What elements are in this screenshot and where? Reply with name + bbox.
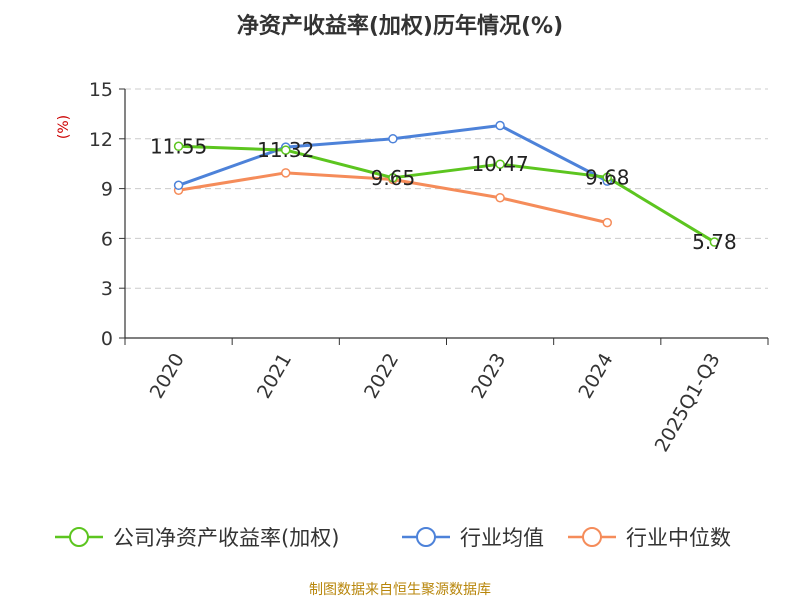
data-point [602, 217, 612, 228]
data-label: 9.68 [585, 165, 630, 189]
data-label: 11.32 [257, 138, 314, 162]
data-point [602, 172, 612, 183]
legend-label: 行业均值 [460, 526, 544, 550]
legend-label: 公司净资产收益率(加权) [113, 526, 339, 550]
data-label: 11.55 [150, 134, 207, 158]
data-point [709, 237, 720, 247]
axes [119, 88, 769, 345]
x-tick-labels: 2020 2021 2022 2023 2024 2025Q1-Q3 [146, 350, 725, 456]
y-tick-label: 6 [101, 228, 113, 250]
x-tick-label: 2022 [360, 350, 403, 403]
legend-swatch-marker [416, 527, 436, 547]
chart-title: 净资产收益率(加权)历年情况(%) [237, 13, 563, 39]
data-point [281, 168, 291, 178]
y-tick-label: 15 [89, 79, 113, 101]
data-point [281, 145, 291, 155]
x-tick-label: 2020 [146, 350, 189, 403]
data-point [495, 120, 505, 131]
data-label: 9.65 [371, 166, 416, 190]
data-point [495, 159, 505, 169]
y-tick-labels: 0 3 6 9 12 15 [89, 79, 113, 350]
legend: 公司净资产收益率(加权) 行业均值 行业中位数 [55, 526, 731, 550]
data-labels: 11.55 11.32 9.65 10.47 9.68 5.78 [150, 134, 737, 254]
y-tick-label: 0 [101, 328, 113, 350]
data-point [173, 141, 184, 152]
data-point [388, 134, 398, 144]
y-axis-label: (%) [56, 115, 72, 139]
legend-swatch-marker [69, 527, 89, 547]
source-note: 制图数据来自恒生聚源数据库 [309, 582, 491, 598]
x-tick-label: 2024 [574, 350, 617, 403]
data-point [173, 180, 184, 191]
legend-label: 行业中位数 [626, 526, 731, 550]
y-tick-label: 9 [101, 179, 113, 201]
legend-swatch-marker [582, 527, 602, 547]
x-tick-label: 2025Q1-Q3 [651, 350, 725, 456]
data-label: 10.47 [471, 152, 528, 176]
x-tick-label: 2021 [253, 350, 296, 403]
x-tick-label: 2023 [467, 350, 510, 403]
data-point [388, 173, 398, 183]
series-points [173, 120, 720, 247]
y-tick-label: 12 [89, 129, 113, 151]
series-line [178, 144, 716, 244]
data-label: 5.78 [692, 230, 737, 254]
y-tick-label: 3 [101, 278, 113, 300]
data-point [495, 192, 505, 203]
